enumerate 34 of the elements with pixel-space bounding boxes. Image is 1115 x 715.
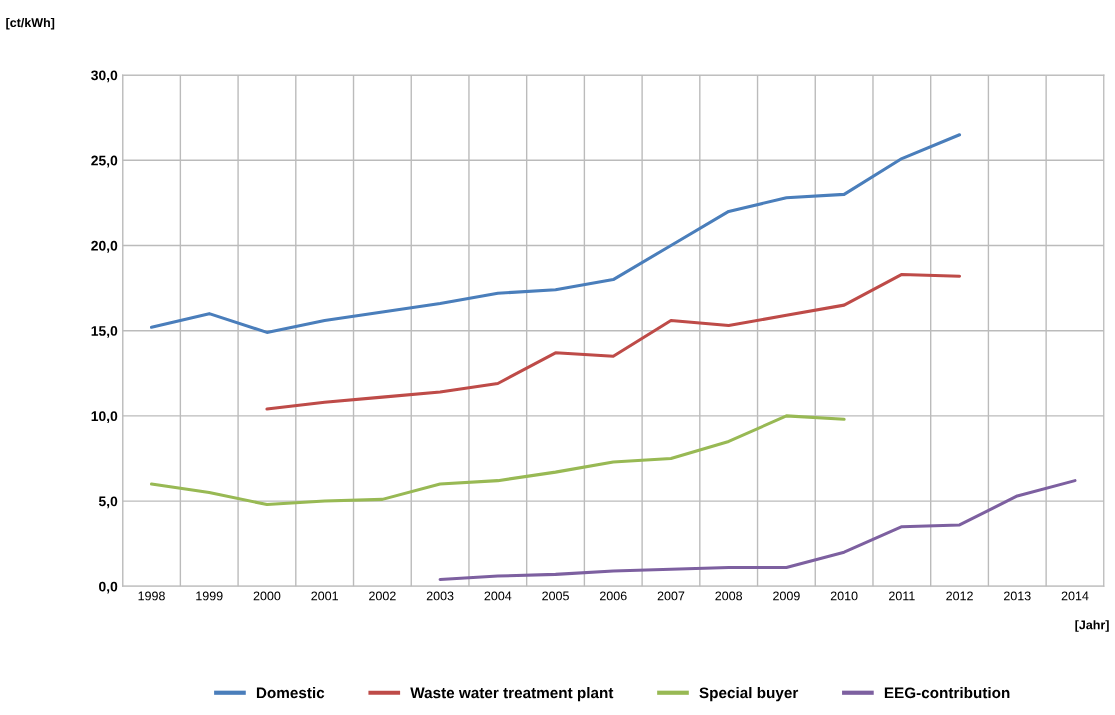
x-tick-label: 1999 [196, 591, 223, 601]
x-tick-label: 2010 [830, 591, 858, 601]
y-tick-label: 0,0 [99, 581, 118, 594]
x-tick-label: 2009 [773, 591, 800, 601]
x-tick-label: 2008 [715, 591, 743, 601]
x-tick-label: 2000 [253, 591, 281, 601]
line-series [265, 272, 962, 411]
line-series [149, 133, 962, 334]
y-tick-label: 25,0 [91, 155, 118, 168]
x-tick-label: 2014 [1061, 591, 1089, 601]
x-tick-label: 1998 [138, 591, 165, 601]
legend-label: Special buyer [699, 687, 799, 702]
line-series [149, 414, 846, 507]
x-tick-label: 2002 [369, 591, 396, 601]
x-axis-title: [Jahr] [1075, 620, 1109, 632]
y-tick-label: 30,0 [91, 70, 118, 83]
line-series [438, 479, 1077, 582]
x-tick-label: 2011 [889, 591, 915, 601]
legend-label: EEG-contribution [884, 687, 1010, 699]
x-tick-label: 2006 [599, 591, 627, 601]
x-tick-label: 2001 [311, 591, 338, 601]
y-axis-title: [ct/kWh] [6, 17, 55, 30]
y-tick-label: 15,0 [91, 326, 118, 338]
y-tick-label: 5,0 [98, 496, 118, 509]
x-tick-label: 2007 [657, 591, 685, 601]
legend-label: Domestic [256, 687, 325, 699]
y-tick-label: 20,0 [91, 240, 118, 253]
x-tick-label: 2005 [542, 591, 569, 601]
x-tick-label: 2004 [484, 591, 512, 601]
x-tick-label: 2013 [1004, 591, 1031, 601]
x-tick-label: 2012 [946, 591, 973, 601]
legend-label: Waste water treatment plant [410, 687, 614, 702]
y-tick-label: 10,0 [91, 411, 118, 424]
x-tick-label: 2003 [426, 591, 454, 601]
